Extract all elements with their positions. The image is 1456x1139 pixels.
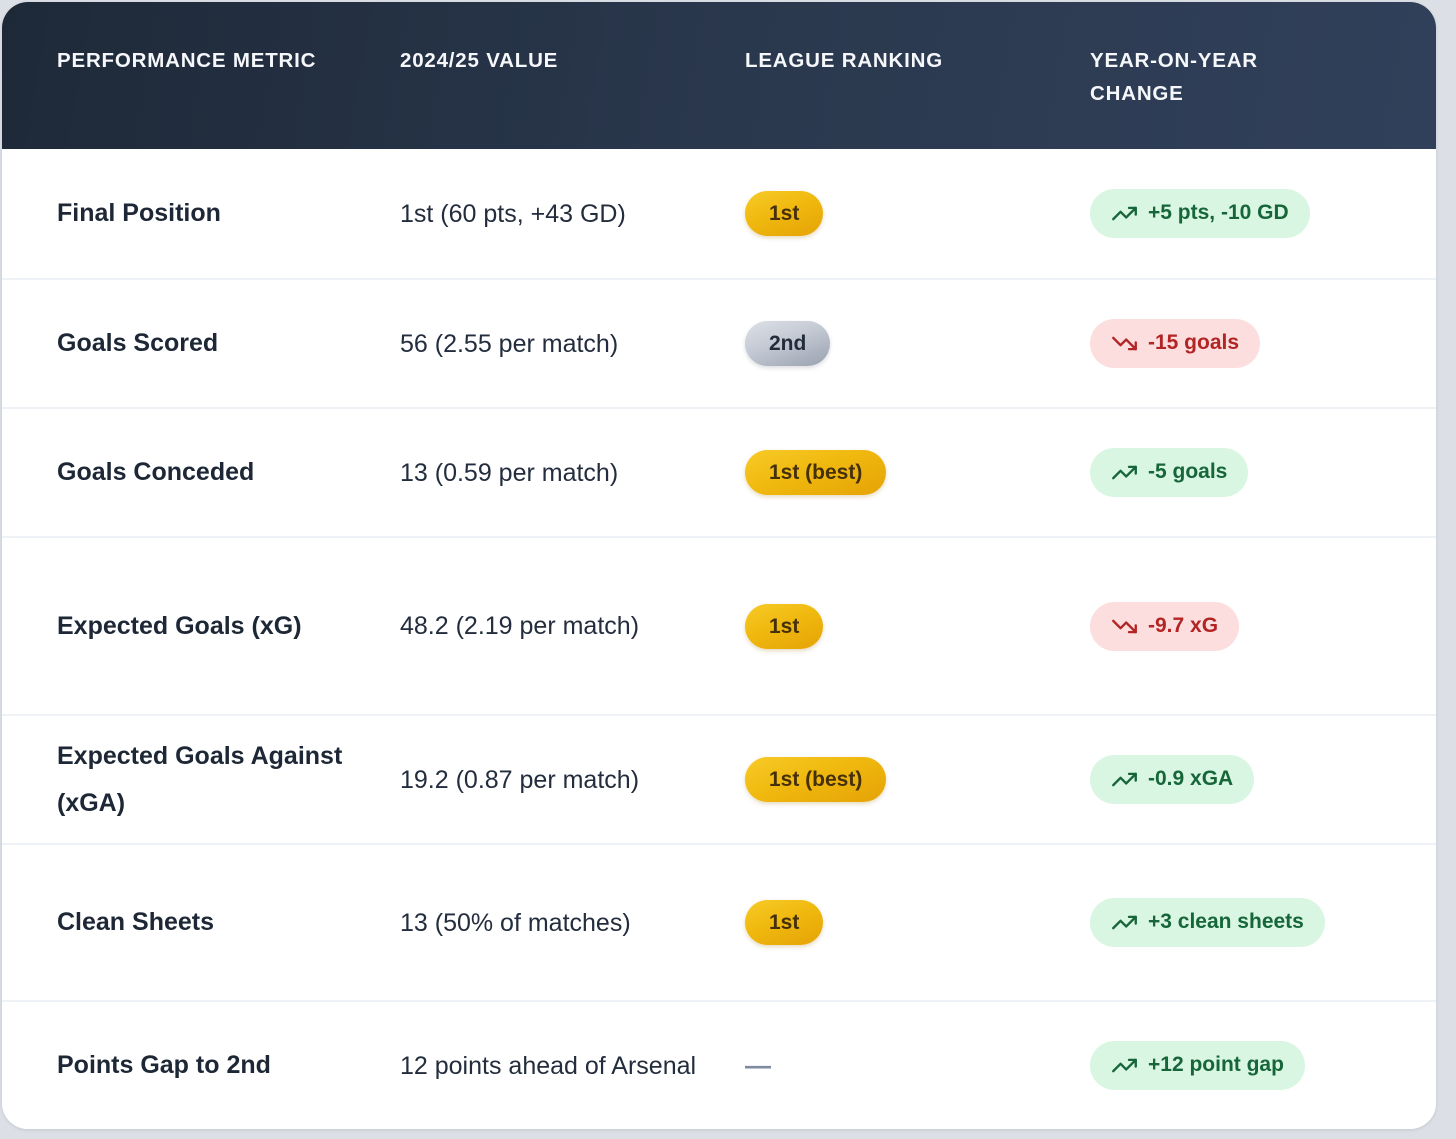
metric-name: Goals Scored xyxy=(57,329,219,358)
table-row: Clean Sheets 13 (50% of matches) 1st +3 … xyxy=(2,843,1436,1000)
metric-name: Expected Goals (xG) xyxy=(57,611,302,640)
rank-badge: 1st xyxy=(745,191,824,236)
rank-cell: 1st (best) xyxy=(745,757,1090,802)
table-header-row: PERFORMANCE METRIC 2024/25 VALUE LEAGUE … xyxy=(2,2,1436,149)
column-header-performance-metric: PERFORMANCE METRIC xyxy=(57,49,317,72)
change-cell: +12 point gap xyxy=(1090,1041,1436,1090)
rank-badge: 1st xyxy=(745,603,824,649)
table-row: Expected Goals Against (xGA) 19.2 (0.87 … xyxy=(2,714,1436,843)
rank-cell: 1st xyxy=(745,603,1090,649)
rank-cell: 1st xyxy=(745,191,1090,236)
trending-down-icon xyxy=(1111,330,1138,357)
metric-name: Clean Sheets xyxy=(57,908,215,937)
change-label: +5 pts, -10 GD xyxy=(1148,201,1289,225)
change-cell: -9.7 xG xyxy=(1090,601,1436,651)
change-cell: +3 clean sheets xyxy=(1090,898,1436,947)
change-badge: -0.9 xGA xyxy=(1090,755,1255,804)
metric-value: 19.2 (0.87 per match) xyxy=(400,765,640,794)
change-label: +12 point gap xyxy=(1148,1053,1284,1077)
rank-cell: 1st xyxy=(745,900,1090,945)
metric-value: 12 points ahead of Arsenal xyxy=(400,1051,697,1080)
change-badge: +12 point gap xyxy=(1090,1041,1305,1090)
metric-value: 48.2 (2.19 per match) xyxy=(400,612,640,640)
change-cell: -15 goals xyxy=(1090,319,1436,368)
table-row: Goals Scored 56 (2.55 per match) 2nd -15… xyxy=(2,278,1436,407)
metric-name: Points Gap to 2nd xyxy=(57,1051,271,1080)
no-rank-dash: — xyxy=(745,1050,771,1080)
change-badge: +3 clean sheets xyxy=(1090,898,1325,947)
trending-up-icon xyxy=(1111,1052,1138,1079)
change-label: +3 clean sheets xyxy=(1148,910,1304,934)
trending-up-icon xyxy=(1111,459,1138,486)
metric-name: Goals Conceded xyxy=(57,458,255,487)
change-badge: -5 goals xyxy=(1090,448,1249,497)
change-badge: -15 goals xyxy=(1090,319,1261,368)
metric-value: 56 (2.55 per match) xyxy=(400,329,619,358)
trending-up-icon xyxy=(1111,766,1138,793)
metric-name: Final Position xyxy=(57,199,221,228)
rank-cell: — xyxy=(745,1050,1090,1081)
change-label: -15 goals xyxy=(1148,331,1240,355)
rank-cell: 1st (best) xyxy=(745,450,1090,495)
metric-name: Expected Goals Against (xGA) xyxy=(57,742,343,817)
column-header-yoy-change: YEAR-ON-YEAR CHANGE xyxy=(1090,49,1258,105)
performance-metrics-table: PERFORMANCE METRIC 2024/25 VALUE LEAGUE … xyxy=(2,2,1436,1129)
change-badge: +5 pts, -10 GD xyxy=(1090,189,1310,238)
table-row: Points Gap to 2nd 12 points ahead of Ars… xyxy=(2,1000,1436,1129)
change-cell: -5 goals xyxy=(1090,448,1436,497)
change-cell: -0.9 xGA xyxy=(1090,755,1436,804)
change-cell: +5 pts, -10 GD xyxy=(1090,189,1436,238)
change-label: -5 goals xyxy=(1148,460,1228,484)
change-badge: -9.7 xG xyxy=(1090,601,1240,651)
change-label: -0.9 xGA xyxy=(1148,767,1234,791)
change-label: -9.7 xG xyxy=(1148,613,1219,637)
column-header-league-ranking: LEAGUE RANKING xyxy=(745,49,943,72)
metric-value: 13 (50% of matches) xyxy=(400,908,631,937)
rank-badge: 1st xyxy=(745,900,824,945)
trending-up-icon xyxy=(1111,909,1138,936)
table-row: Goals Conceded 13 (0.59 per match) 1st (… xyxy=(2,407,1436,536)
rank-badge: 1st (best) xyxy=(745,757,887,802)
column-header-value: 2024/25 VALUE xyxy=(400,49,559,72)
table-row: Final Position 1st (60 pts, +43 GD) 1st … xyxy=(2,149,1436,278)
rank-badge: 1st (best) xyxy=(745,450,887,495)
metric-value: 13 (0.59 per match) xyxy=(400,458,619,487)
trending-down-icon xyxy=(1111,613,1138,640)
trending-up-icon xyxy=(1111,200,1138,227)
rank-badge: 2nd xyxy=(745,321,831,366)
table-row: Expected Goals (xG) 48.2 (2.19 per match… xyxy=(2,536,1436,714)
rank-cell: 2nd xyxy=(745,321,1090,366)
metric-value: 1st (60 pts, +43 GD) xyxy=(400,199,626,228)
